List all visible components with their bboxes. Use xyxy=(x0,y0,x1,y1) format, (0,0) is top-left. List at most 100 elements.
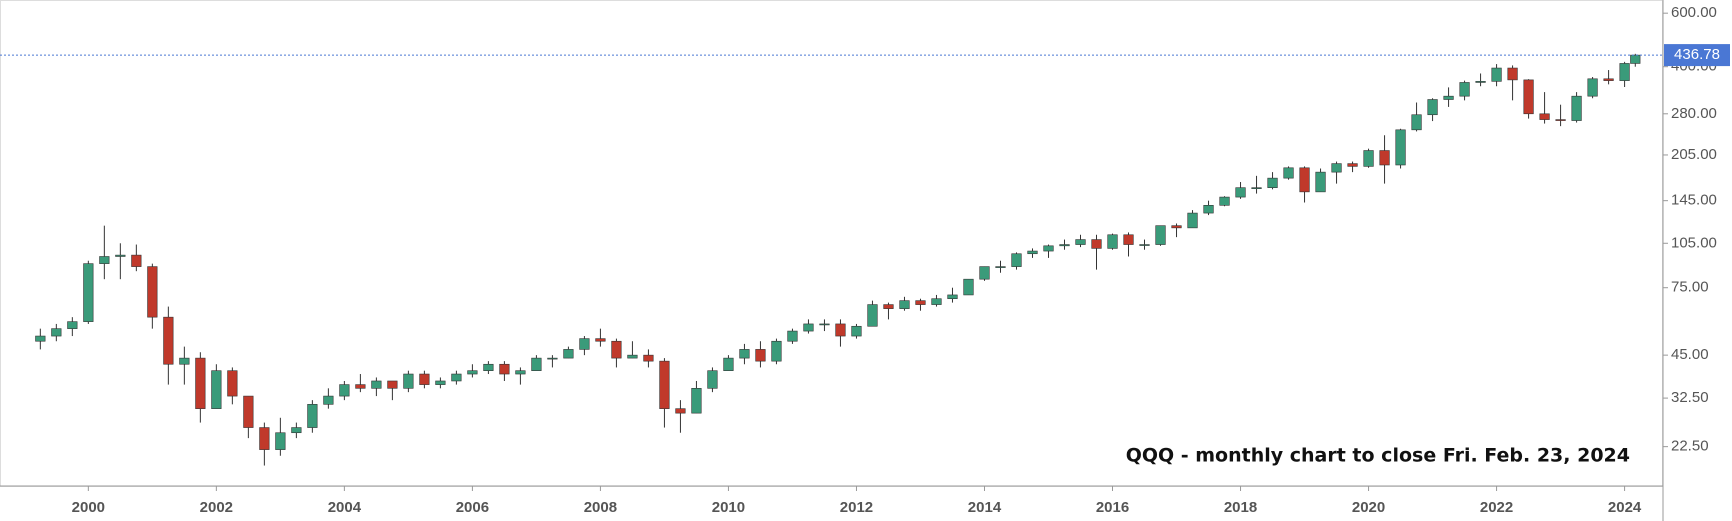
candle-body xyxy=(419,373,430,385)
candle-body xyxy=(611,340,622,359)
candle-body xyxy=(1315,171,1326,193)
candle-body xyxy=(131,254,142,267)
candle-body xyxy=(67,321,78,329)
candle-body xyxy=(675,408,686,414)
candle-body xyxy=(1331,163,1342,173)
candle-body xyxy=(931,298,942,305)
candle-body xyxy=(1379,150,1390,166)
candle-body xyxy=(1267,177,1278,188)
candle-body xyxy=(163,316,174,365)
candle-body xyxy=(1427,99,1438,116)
candle-body xyxy=(979,266,990,280)
candle-body xyxy=(1283,167,1294,179)
candle-body xyxy=(179,357,190,365)
candle-body xyxy=(499,363,510,375)
candle-body xyxy=(483,363,494,371)
candle-body xyxy=(387,380,398,389)
candle-body xyxy=(323,395,334,405)
candle-body xyxy=(1507,67,1518,81)
candle-body xyxy=(1011,253,1022,267)
candle-body xyxy=(531,357,542,371)
candle-body xyxy=(35,335,46,342)
candle-body xyxy=(435,380,446,385)
candle-body xyxy=(867,304,878,327)
candle-body xyxy=(563,349,574,359)
candle-body xyxy=(1235,187,1246,198)
candle-body xyxy=(1475,81,1486,83)
candle-body xyxy=(1411,114,1422,131)
y-tick-label: 280.00 xyxy=(1671,105,1717,122)
x-tick-label: 2006 xyxy=(456,499,489,516)
x-tick-label: 2016 xyxy=(1096,499,1129,516)
y-tick-label: 32.50 xyxy=(1671,389,1709,406)
y-tick-label: 45.00 xyxy=(1671,346,1709,363)
last-price-label: 436.78 xyxy=(1674,46,1720,63)
candle-body xyxy=(1299,167,1310,193)
candle-body xyxy=(51,328,62,337)
candle-body xyxy=(723,357,734,371)
candle-body xyxy=(1443,95,1454,100)
x-tick-label: 2004 xyxy=(328,499,362,516)
x-tick-label: 2012 xyxy=(840,499,873,516)
candle-body xyxy=(259,427,270,450)
candle-body xyxy=(1587,78,1598,97)
candle-body xyxy=(451,373,462,382)
candle-body xyxy=(595,338,606,342)
candle-body xyxy=(1523,79,1534,115)
candle-body xyxy=(883,304,894,309)
x-tick-label: 2000 xyxy=(72,499,105,516)
candle-body xyxy=(1251,187,1262,189)
candle-body xyxy=(963,278,974,296)
y-tick-label: 205.00 xyxy=(1671,146,1717,163)
candle-body xyxy=(691,388,702,414)
candle-body xyxy=(707,370,718,389)
candle-body xyxy=(1363,150,1374,167)
candle-body xyxy=(1171,225,1182,229)
candle-body xyxy=(1091,239,1102,249)
y-tick-label: 105.00 xyxy=(1671,234,1717,251)
candle-body xyxy=(579,338,590,350)
candle-body xyxy=(803,323,814,332)
candle-body xyxy=(547,357,558,360)
candle-body xyxy=(1491,67,1502,82)
candle-body xyxy=(835,323,846,337)
candle-body xyxy=(1347,163,1358,167)
candle-body xyxy=(899,300,910,309)
x-tick-label: 2010 xyxy=(712,499,745,516)
y-tick-label: 145.00 xyxy=(1671,192,1717,209)
candle-body xyxy=(1187,212,1198,229)
x-tick-label: 2020 xyxy=(1352,499,1385,516)
x-tick-label: 2024 xyxy=(1608,499,1642,516)
candle-body xyxy=(755,349,766,362)
candle-body xyxy=(115,254,126,257)
candle-body xyxy=(403,373,414,389)
x-tick-label: 2002 xyxy=(200,499,233,516)
candle-body xyxy=(1155,225,1166,245)
candle-body xyxy=(1555,119,1566,121)
candle-body xyxy=(1043,245,1054,252)
plot-area xyxy=(0,0,1663,487)
x-tick-label: 2018 xyxy=(1224,499,1257,516)
candle-body xyxy=(291,427,302,434)
candle-body xyxy=(211,370,222,409)
candle-body xyxy=(195,357,206,409)
candle-body xyxy=(227,370,238,397)
candle-body xyxy=(1571,95,1582,121)
candle-body xyxy=(787,330,798,342)
candle-body xyxy=(339,384,350,397)
x-tick-label: 2014 xyxy=(968,499,1002,516)
candle-body xyxy=(1027,250,1038,255)
candle-body xyxy=(739,349,750,359)
candle-body xyxy=(1395,129,1406,166)
candle-body xyxy=(819,323,830,326)
candle-body xyxy=(851,325,862,337)
y-tick-label: 600.00 xyxy=(1671,4,1717,21)
candle-body xyxy=(947,294,958,300)
candle-body xyxy=(307,404,318,428)
last-price-box xyxy=(1664,44,1730,67)
annotation: QQQ - monthly chart to close Fri. Feb. 2… xyxy=(1126,445,1630,467)
x-tick-label: 2008 xyxy=(584,499,617,516)
candle-body xyxy=(1139,244,1150,246)
candle-body xyxy=(467,370,478,375)
